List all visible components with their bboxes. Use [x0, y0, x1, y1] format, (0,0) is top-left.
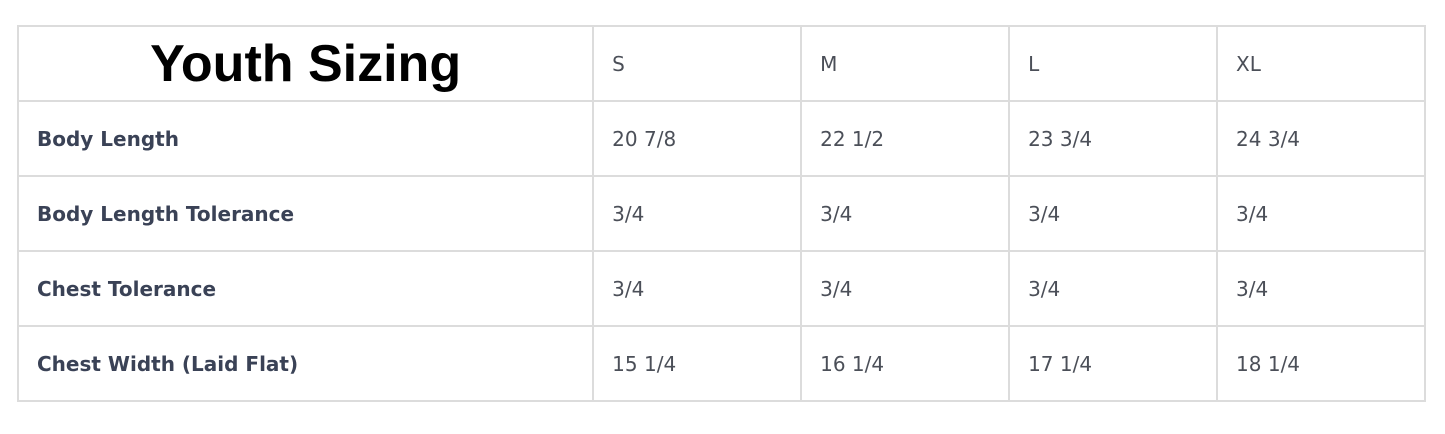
- size-header-l: L: [1008, 25, 1219, 102]
- size-value: 3/4: [1008, 175, 1219, 252]
- size-header-xl: XL: [1216, 25, 1426, 102]
- size-value: 20 7/8: [592, 100, 803, 177]
- table-row: Body Length Tolerance 3/4 3/4 3/4 3/4: [16, 175, 1426, 252]
- size-chart-table: Youth Sizing S M L XL Body Length 20 7/8 22 1/2…: [16, 25, 1426, 402]
- size-value: 16 1/4: [800, 325, 1011, 402]
- table-row: Chest Tolerance 3/4 3/4 3/4 3/4: [16, 250, 1426, 327]
- size-value: 24 3/4: [1216, 100, 1426, 177]
- size-value: 23 3/4: [1008, 100, 1219, 177]
- size-value: 18 1/4: [1216, 325, 1426, 402]
- row-label: Chest Width (Laid Flat): [16, 325, 595, 402]
- row-label: Chest Tolerance: [16, 250, 595, 327]
- row-label: Body Length Tolerance: [16, 175, 595, 252]
- table-row: Body Length 20 7/8 22 1/2 23 3/4 24 3/4: [16, 100, 1426, 177]
- size-value: 17 1/4: [1008, 325, 1219, 402]
- header-row: Youth Sizing S M L XL: [16, 25, 1426, 102]
- size-value: 3/4: [800, 250, 1011, 327]
- size-value: 3/4: [1216, 175, 1426, 252]
- size-value: 22 1/2: [800, 100, 1011, 177]
- size-header-m: M: [800, 25, 1011, 102]
- size-value: 15 1/4: [592, 325, 803, 402]
- size-value: 3/4: [1008, 250, 1219, 327]
- size-value: 3/4: [592, 175, 803, 252]
- table-title: Youth Sizing: [16, 25, 595, 102]
- row-label: Body Length: [16, 100, 595, 177]
- size-header-s: S: [592, 25, 803, 102]
- size-value: 3/4: [800, 175, 1011, 252]
- size-value: 3/4: [592, 250, 803, 327]
- table-row: Chest Width (Laid Flat) 15 1/4 16 1/4 17 1/…: [16, 325, 1426, 402]
- size-value: 3/4: [1216, 250, 1426, 327]
